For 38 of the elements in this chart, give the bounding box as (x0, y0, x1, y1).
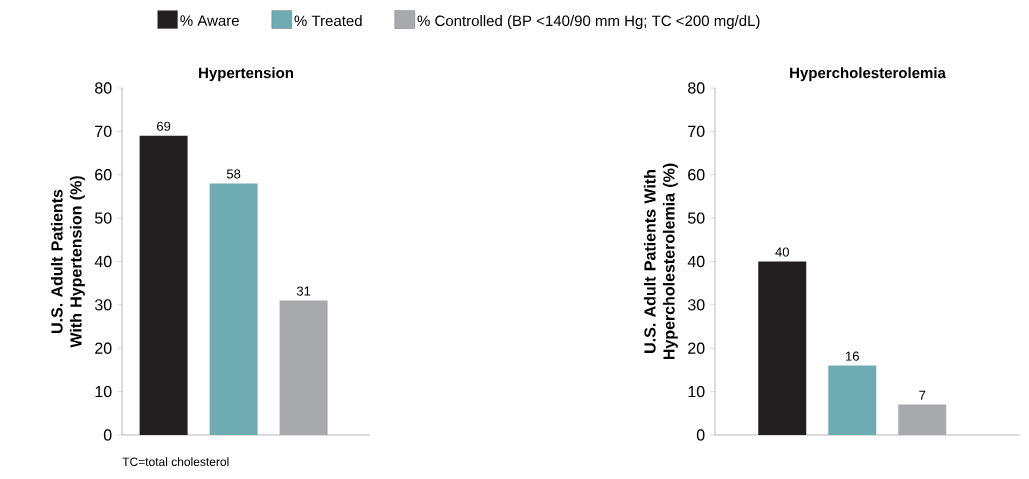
data-label: 16 (846, 351, 859, 361)
data-label: 7 (919, 390, 926, 400)
y-tick-label: 80 (95, 82, 112, 94)
y-tick-label: 70 (688, 125, 705, 138)
y-tick-label: 70 (95, 125, 112, 138)
legend-label: % Aware (180, 15, 239, 26)
y-tick-label: 80 (688, 82, 705, 94)
text: TC=total cholesterol (122, 457, 229, 466)
legend-label: % Treated (294, 15, 362, 27)
data-label: 58 (226, 169, 241, 179)
y-tick-label: 0 (696, 429, 705, 441)
chart-title: Hypertension (199, 67, 293, 82)
y-tick-label: 60 (95, 169, 112, 181)
y-tick-label: 0 (103, 429, 112, 441)
chart-title: Hypercholesterolemia (790, 67, 946, 82)
bar (758, 261, 807, 435)
data-label: 40 (775, 247, 789, 257)
y-tick-label: 10 (688, 385, 705, 398)
legend-label: % Controlled (BP <140/90 mm Hg; TC <200 mg/dL) (417, 15, 760, 30)
y-tick-label: 40 (94, 255, 112, 268)
y-tick-label: 50 (687, 212, 705, 224)
bar (898, 404, 947, 435)
y-axis-title: U.S. Adult Patients With Hypertension (%) (50, 176, 85, 348)
y-tick-label: 20 (688, 342, 705, 354)
bar (139, 135, 188, 435)
y-axis-title: U.S. Adult Patients With Hypercholesterolemia (%) (643, 163, 678, 360)
y-tick-label: 30 (687, 299, 705, 311)
y-tick-label: 50 (94, 212, 112, 224)
y-tick-label: 20 (95, 342, 112, 354)
data-label: 69 (157, 121, 171, 131)
bar (279, 300, 328, 435)
bar (828, 365, 877, 435)
y-tick-label: 30 (94, 299, 112, 311)
data-label: 31 (296, 286, 311, 296)
y-tick-label: 40 (687, 255, 705, 268)
y-tick-label: 60 (688, 169, 705, 181)
bar (209, 183, 258, 435)
y-tick-label: 10 (95, 385, 112, 398)
